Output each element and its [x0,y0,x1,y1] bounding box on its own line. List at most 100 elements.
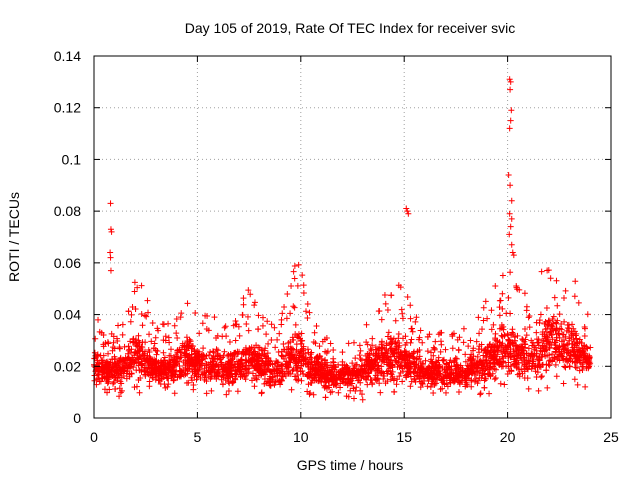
data-point [523,307,530,314]
data-point [409,328,416,335]
data-point [307,390,314,397]
data-point [129,304,136,311]
data-point [460,339,467,346]
data-point [538,373,545,380]
data-point [240,348,247,355]
data-point [107,200,114,207]
data-point [170,377,177,384]
data-point [525,357,532,364]
data-point [231,361,238,368]
data-point [364,381,371,388]
data-point [280,340,287,347]
data-point [403,205,410,212]
data-point [119,331,126,338]
data-point [516,370,523,377]
data-point [245,287,252,294]
data-point [275,363,282,370]
data-point [108,330,115,337]
data-point [353,373,360,380]
data-point [245,368,252,375]
data-point [222,323,229,330]
data-point [417,327,424,334]
data-point [269,361,276,368]
data-point [499,340,506,347]
data-point [533,329,540,336]
data-point [278,377,285,384]
data-point [468,377,475,384]
data-point [201,371,208,378]
data-point [507,350,514,357]
data-point [349,368,356,375]
data-point [237,373,244,380]
data-point [356,342,363,349]
data-point [349,360,356,367]
data-point [196,330,203,337]
data-point [115,366,122,373]
data-point [345,393,352,400]
data-point [207,375,214,382]
data-point [509,326,516,333]
data-point [205,368,212,375]
data-point [430,352,437,359]
data-point [153,366,160,373]
data-point [495,360,502,367]
data-point [105,378,112,385]
data-point [402,333,409,340]
data-point [313,323,320,330]
data-point [403,363,410,370]
data-point [377,389,384,396]
data-point [397,369,404,376]
data-point [107,267,114,274]
data-point [251,383,258,390]
data-point [502,345,509,352]
data-point [145,309,152,316]
data-point [520,356,527,363]
data-point [358,391,365,398]
data-point [226,380,233,387]
data-point [384,307,391,314]
data-point [507,223,514,230]
data-point [566,363,573,370]
data-point [155,359,162,366]
data-point [428,349,435,356]
data-point [105,340,112,347]
data-point [217,356,224,363]
data-point [308,349,315,356]
data-point [480,357,487,364]
data-point [138,361,145,368]
data-point [353,384,360,391]
data-point [162,333,169,340]
data-point [138,358,145,365]
data-point [429,359,436,366]
data-point [339,349,346,356]
data-point [385,361,392,368]
data-point [285,369,292,376]
data-point [292,356,299,363]
data-point [291,275,298,282]
data-point [560,380,567,387]
data-point [170,363,177,370]
data-point [327,389,334,396]
data-point [149,358,156,365]
data-point [367,345,374,352]
data-point [357,379,364,386]
data-point [339,358,346,365]
y-tick-label: 0.04 [54,307,81,323]
data-point [539,342,546,349]
data-point [363,356,370,363]
data-point [506,125,513,132]
data-point [330,381,337,388]
data-point [340,376,347,383]
data-point [468,369,475,376]
data-point [435,363,442,370]
data-point [581,323,588,330]
data-point [399,315,406,322]
data-point [411,375,418,382]
data-point [382,349,389,356]
data-point [267,368,274,375]
data-point [224,360,231,367]
data-point [480,317,487,324]
data-point [379,344,386,351]
data-point [146,331,153,338]
data-point [169,356,176,363]
